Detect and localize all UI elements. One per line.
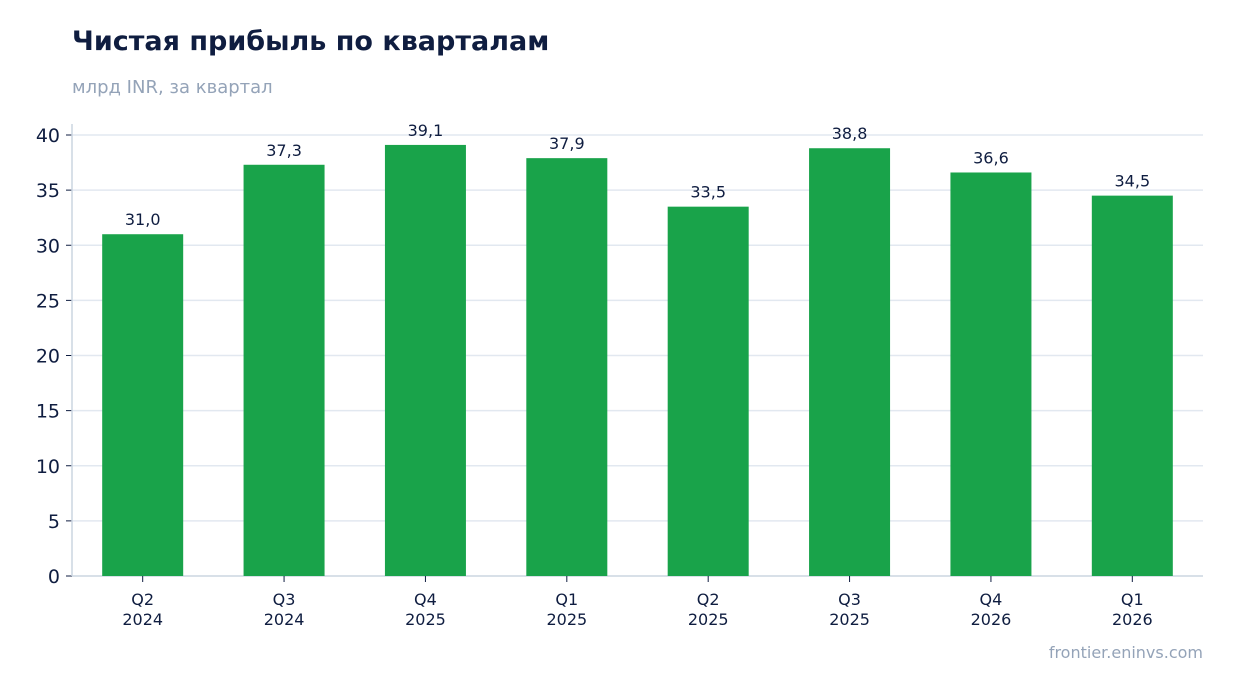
bar: [1091, 195, 1173, 576]
bar: [667, 206, 749, 576]
bar: [950, 172, 1032, 577]
y-tick-label: 5: [48, 511, 60, 533]
data-label: 31,0: [125, 210, 161, 229]
x-tick-label: Q3: [273, 590, 296, 609]
gridlines: [72, 134, 1203, 522]
y-tick-label: 25: [36, 290, 60, 312]
x-tick-label: Q4: [414, 590, 437, 609]
y-tick-label: 40: [36, 125, 60, 147]
y-tick-label: 20: [36, 346, 60, 368]
x-tick-label: 2026: [971, 610, 1012, 629]
x-tick-label: 2024: [122, 610, 163, 629]
y-tick-label: 15: [36, 401, 60, 423]
data-label: 37,3: [266, 141, 302, 160]
x-tick-label: 2025: [688, 610, 729, 629]
bar: [526, 158, 608, 576]
data-label: 38,8: [832, 124, 868, 143]
chart-subtitle: млрд INR, за квартал: [72, 77, 273, 98]
bars: [102, 144, 1173, 577]
data-label: 36,6: [973, 148, 1009, 167]
data-label: 33,5: [690, 183, 726, 202]
data-label: 34,5: [1115, 172, 1151, 191]
data-label: 39,1: [408, 121, 444, 140]
x-tick-label: 2024: [264, 610, 305, 629]
y-tick-label: 0: [48, 566, 60, 588]
bar: [102, 234, 184, 576]
x-tick-label: 2026: [1112, 610, 1153, 629]
bar: [384, 144, 466, 577]
data-label: 37,9: [549, 134, 585, 153]
chart-title: Чистая прибыль по кварталам: [72, 26, 550, 57]
x-tick-label: Q4: [980, 590, 1003, 609]
x-tick-label: 2025: [546, 610, 587, 629]
y-tick-label: 35: [36, 180, 60, 202]
data-labels: 31,0 37,3 39,1 37,9 33,5 38,8 36,6 34,5: [125, 121, 1150, 229]
bar: [809, 148, 891, 577]
x-tick-label: Q3: [838, 590, 861, 609]
x-tick-label: Q2: [131, 590, 154, 609]
x-tick-label: Q1: [555, 590, 578, 609]
y-tick-label: 30: [36, 235, 60, 257]
x-tick-label: Q1: [1121, 590, 1144, 609]
source-link[interactable]: frontier.eninvs.com: [1048, 643, 1203, 662]
x-tick-label: Q2: [697, 590, 720, 609]
x-tick-label: 2025: [829, 610, 870, 629]
y-tick-label: 10: [36, 456, 60, 478]
x-tick-label: 2025: [405, 610, 446, 629]
bar: [243, 164, 325, 576]
